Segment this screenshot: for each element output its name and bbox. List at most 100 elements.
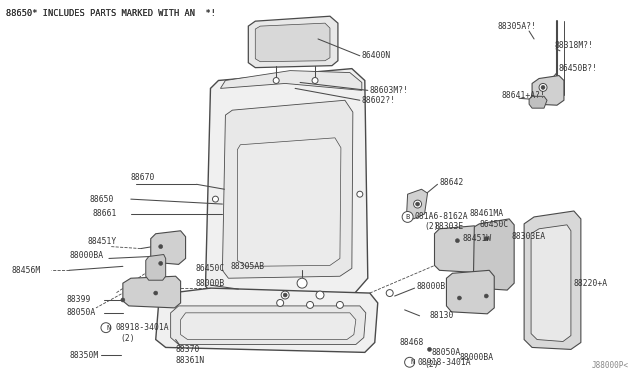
Polygon shape xyxy=(435,226,479,272)
Polygon shape xyxy=(255,23,330,62)
Polygon shape xyxy=(406,189,428,219)
Text: 88370: 88370 xyxy=(175,345,200,354)
Circle shape xyxy=(159,262,163,265)
Text: 88350M: 88350M xyxy=(69,351,99,360)
Polygon shape xyxy=(123,276,180,308)
Text: 081A6-8162A: 081A6-8162A xyxy=(415,212,468,221)
Text: J88000P<: J88000P< xyxy=(591,361,628,370)
Circle shape xyxy=(458,296,461,300)
Text: (2): (2) xyxy=(424,222,439,231)
Text: 88303E: 88303E xyxy=(435,222,464,231)
Text: N: N xyxy=(107,325,111,331)
Polygon shape xyxy=(223,100,353,278)
Circle shape xyxy=(154,291,157,295)
Polygon shape xyxy=(447,270,494,314)
Polygon shape xyxy=(180,313,356,340)
Circle shape xyxy=(413,200,422,208)
Polygon shape xyxy=(151,231,186,264)
Circle shape xyxy=(337,301,344,308)
Circle shape xyxy=(318,293,322,297)
Circle shape xyxy=(541,86,545,89)
Circle shape xyxy=(402,212,413,222)
Text: 86450B?!: 86450B?! xyxy=(559,64,598,73)
Text: 88000B: 88000B xyxy=(417,282,446,291)
Polygon shape xyxy=(531,225,571,341)
Circle shape xyxy=(415,202,420,206)
Text: 88661: 88661 xyxy=(93,209,117,218)
Polygon shape xyxy=(248,16,338,68)
Polygon shape xyxy=(205,68,368,298)
Text: 88050A: 88050A xyxy=(431,348,461,357)
Circle shape xyxy=(313,78,317,83)
Text: 88000B: 88000B xyxy=(196,279,225,288)
Text: 88318M?!: 88318M?! xyxy=(555,41,594,50)
Polygon shape xyxy=(474,219,514,290)
Text: 88456M: 88456M xyxy=(12,266,40,275)
Polygon shape xyxy=(146,254,166,280)
Text: 88642: 88642 xyxy=(440,178,464,187)
Circle shape xyxy=(276,299,284,307)
Text: 88461MA: 88461MA xyxy=(469,209,504,218)
Text: 88305AB: 88305AB xyxy=(230,262,264,271)
Circle shape xyxy=(484,237,488,241)
Polygon shape xyxy=(532,76,564,105)
Text: 88000BA: 88000BA xyxy=(460,353,493,362)
Text: 88451Y: 88451Y xyxy=(87,237,116,246)
Text: 88650* INCLUDES PARTS MARKED WITH AN  *!: 88650* INCLUDES PARTS MARKED WITH AN *! xyxy=(6,9,216,18)
Polygon shape xyxy=(156,288,378,352)
Text: 86450C: 86450C xyxy=(196,264,225,273)
Circle shape xyxy=(121,298,125,302)
Circle shape xyxy=(428,347,431,352)
Text: 88650: 88650 xyxy=(89,195,113,203)
Polygon shape xyxy=(220,71,362,90)
Text: 88399: 88399 xyxy=(66,295,90,304)
Circle shape xyxy=(338,303,342,307)
Circle shape xyxy=(300,281,304,285)
Text: 88602?!: 88602?! xyxy=(362,96,396,105)
Text: 88303EA: 88303EA xyxy=(511,232,545,241)
Circle shape xyxy=(539,83,547,92)
Text: 88000BA: 88000BA xyxy=(69,251,103,260)
Text: 88603M?!: 88603M?! xyxy=(370,86,409,95)
Circle shape xyxy=(386,289,393,296)
Circle shape xyxy=(297,278,307,288)
Circle shape xyxy=(357,191,363,197)
Circle shape xyxy=(278,301,282,305)
Text: B: B xyxy=(406,214,410,220)
Circle shape xyxy=(456,239,460,243)
Text: 08918-3401A: 08918-3401A xyxy=(417,358,471,367)
Text: 88650* INCLUDES PARTS MARKED WITH AN  *!: 88650* INCLUDES PARTS MARKED WITH AN *! xyxy=(6,9,216,18)
Circle shape xyxy=(307,301,314,308)
Circle shape xyxy=(316,291,324,299)
Text: N: N xyxy=(410,359,415,365)
Circle shape xyxy=(312,77,318,83)
Polygon shape xyxy=(237,138,341,266)
Circle shape xyxy=(101,323,111,333)
Text: 86450C: 86450C xyxy=(479,220,509,230)
Circle shape xyxy=(283,293,287,297)
Text: 88641+A?!: 88641+A?! xyxy=(501,91,545,100)
Text: 88670: 88670 xyxy=(131,173,155,182)
Text: 88130: 88130 xyxy=(429,311,454,320)
Text: 88050A: 88050A xyxy=(66,308,95,317)
Text: 88451W: 88451W xyxy=(462,234,492,243)
Circle shape xyxy=(404,357,415,367)
Circle shape xyxy=(159,245,163,248)
Text: 08918-3401A: 08918-3401A xyxy=(116,323,170,332)
Circle shape xyxy=(281,291,289,299)
Circle shape xyxy=(273,77,279,83)
Polygon shape xyxy=(524,211,581,349)
Circle shape xyxy=(484,294,488,298)
Circle shape xyxy=(274,78,278,83)
Text: 88305A?!: 88305A?! xyxy=(497,22,536,31)
Circle shape xyxy=(212,196,218,202)
Circle shape xyxy=(283,293,287,297)
Circle shape xyxy=(308,303,312,307)
Text: 88468: 88468 xyxy=(399,338,424,347)
Circle shape xyxy=(214,197,218,201)
Polygon shape xyxy=(529,96,547,108)
Circle shape xyxy=(358,192,362,196)
Circle shape xyxy=(415,202,420,206)
Circle shape xyxy=(541,86,545,89)
Text: 88220+A: 88220+A xyxy=(574,279,608,288)
